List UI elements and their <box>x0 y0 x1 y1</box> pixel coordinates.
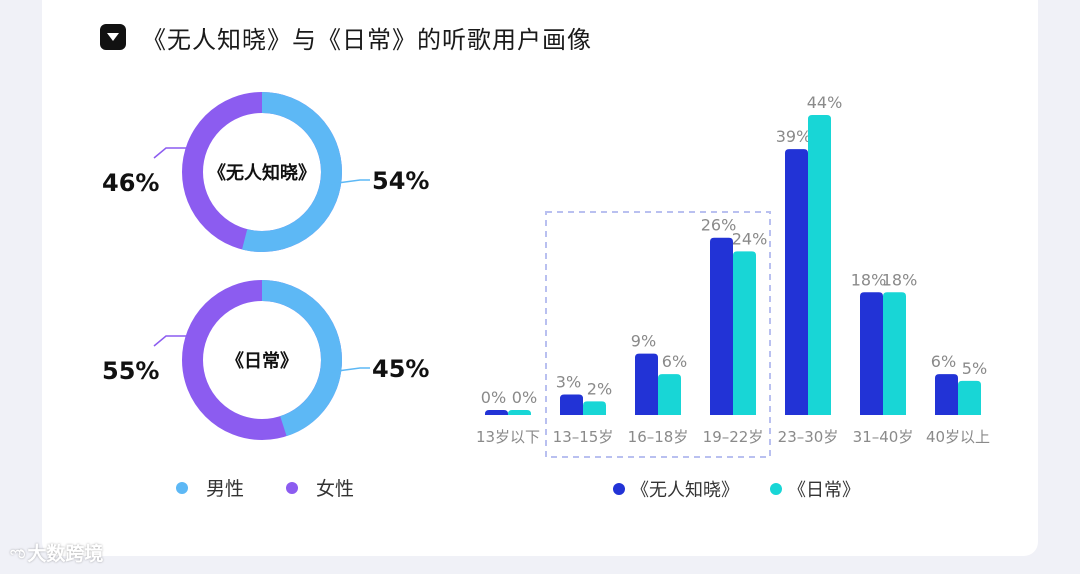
female-leader-line <box>153 147 190 159</box>
bar <box>508 410 531 415</box>
bar-value-label: 5% <box>962 359 987 378</box>
bar <box>560 394 583 415</box>
bar-value-label: 39% <box>776 127 812 146</box>
donut-male-slice <box>182 92 342 252</box>
report-card <box>42 0 1038 556</box>
bar <box>635 353 658 415</box>
x-tick-label: 13岁以下 <box>476 428 540 446</box>
bar-value-label: 18% <box>882 270 918 289</box>
bar-value-label: 3% <box>556 373 581 392</box>
male-percent-label: 54% <box>372 167 429 195</box>
bar <box>883 292 906 415</box>
bar <box>583 401 606 415</box>
bar <box>958 380 981 415</box>
bar <box>785 149 808 415</box>
bar <box>860 292 883 415</box>
male-leader-line <box>329 179 370 185</box>
bar-value-label: 26% <box>701 216 737 235</box>
x-tick-label: 31–40岁 <box>853 428 914 446</box>
female-leader-line <box>153 335 190 347</box>
section-header: 《无人知晓》与《日常》的听歌用户画像 <box>100 22 592 54</box>
page-title: 《无人知晓》与《日常》的听歌用户画像 <box>142 25 592 54</box>
legend-marker-icon <box>176 482 188 494</box>
male-leader-line <box>329 367 370 373</box>
bar-value-label: 24% <box>732 229 768 248</box>
bar <box>935 374 958 415</box>
legend-label: 女性 <box>316 478 354 500</box>
bar-value-label: 0% <box>481 388 506 407</box>
legend-marker-icon <box>286 482 298 494</box>
donut-center-label: 《日常》 <box>226 350 298 372</box>
x-tick-label: 40岁以上 <box>926 428 990 446</box>
bar <box>710 237 733 415</box>
bar-value-label: 0% <box>512 388 537 407</box>
x-tick-label: 16–18岁 <box>628 428 689 446</box>
watermark-text: 大数跨境 <box>27 543 104 565</box>
bar <box>658 374 681 415</box>
bar-value-label: 18% <box>851 270 887 289</box>
male-percent-label: 45% <box>372 355 429 383</box>
bar-value-label: 2% <box>587 379 612 398</box>
female-percent-label: 46% <box>102 169 159 197</box>
legend-marker-icon <box>613 483 625 495</box>
bar <box>485 410 508 415</box>
collapse-triangle-icon[interactable] <box>100 24 126 50</box>
x-tick-label: 23–30岁 <box>778 428 839 446</box>
bar <box>808 115 831 415</box>
watermark: ಌ 大数跨境 <box>10 539 103 566</box>
highlight-box <box>545 211 771 458</box>
x-tick-label: 19–22岁 <box>703 428 764 446</box>
bar-value-label: 9% <box>631 332 656 351</box>
donut-center-label: 《无人知晓》 <box>208 162 316 184</box>
bar-value-label: 6% <box>662 352 687 371</box>
donut-male-slice <box>182 280 342 440</box>
x-tick-label: 13–15岁 <box>553 428 614 446</box>
bar-value-label: 6% <box>931 352 956 371</box>
bar-value-label: 44% <box>807 93 843 112</box>
legend-label: 《无人知晓》 <box>631 480 739 501</box>
bar <box>733 251 756 415</box>
female-percent-label: 55% <box>102 357 159 385</box>
legend-marker-icon <box>770 483 782 495</box>
legend-label: 男性 <box>206 478 244 500</box>
watermark-logo-icon: ಌ <box>10 542 25 562</box>
legend-label: 《日常》 <box>788 480 860 501</box>
